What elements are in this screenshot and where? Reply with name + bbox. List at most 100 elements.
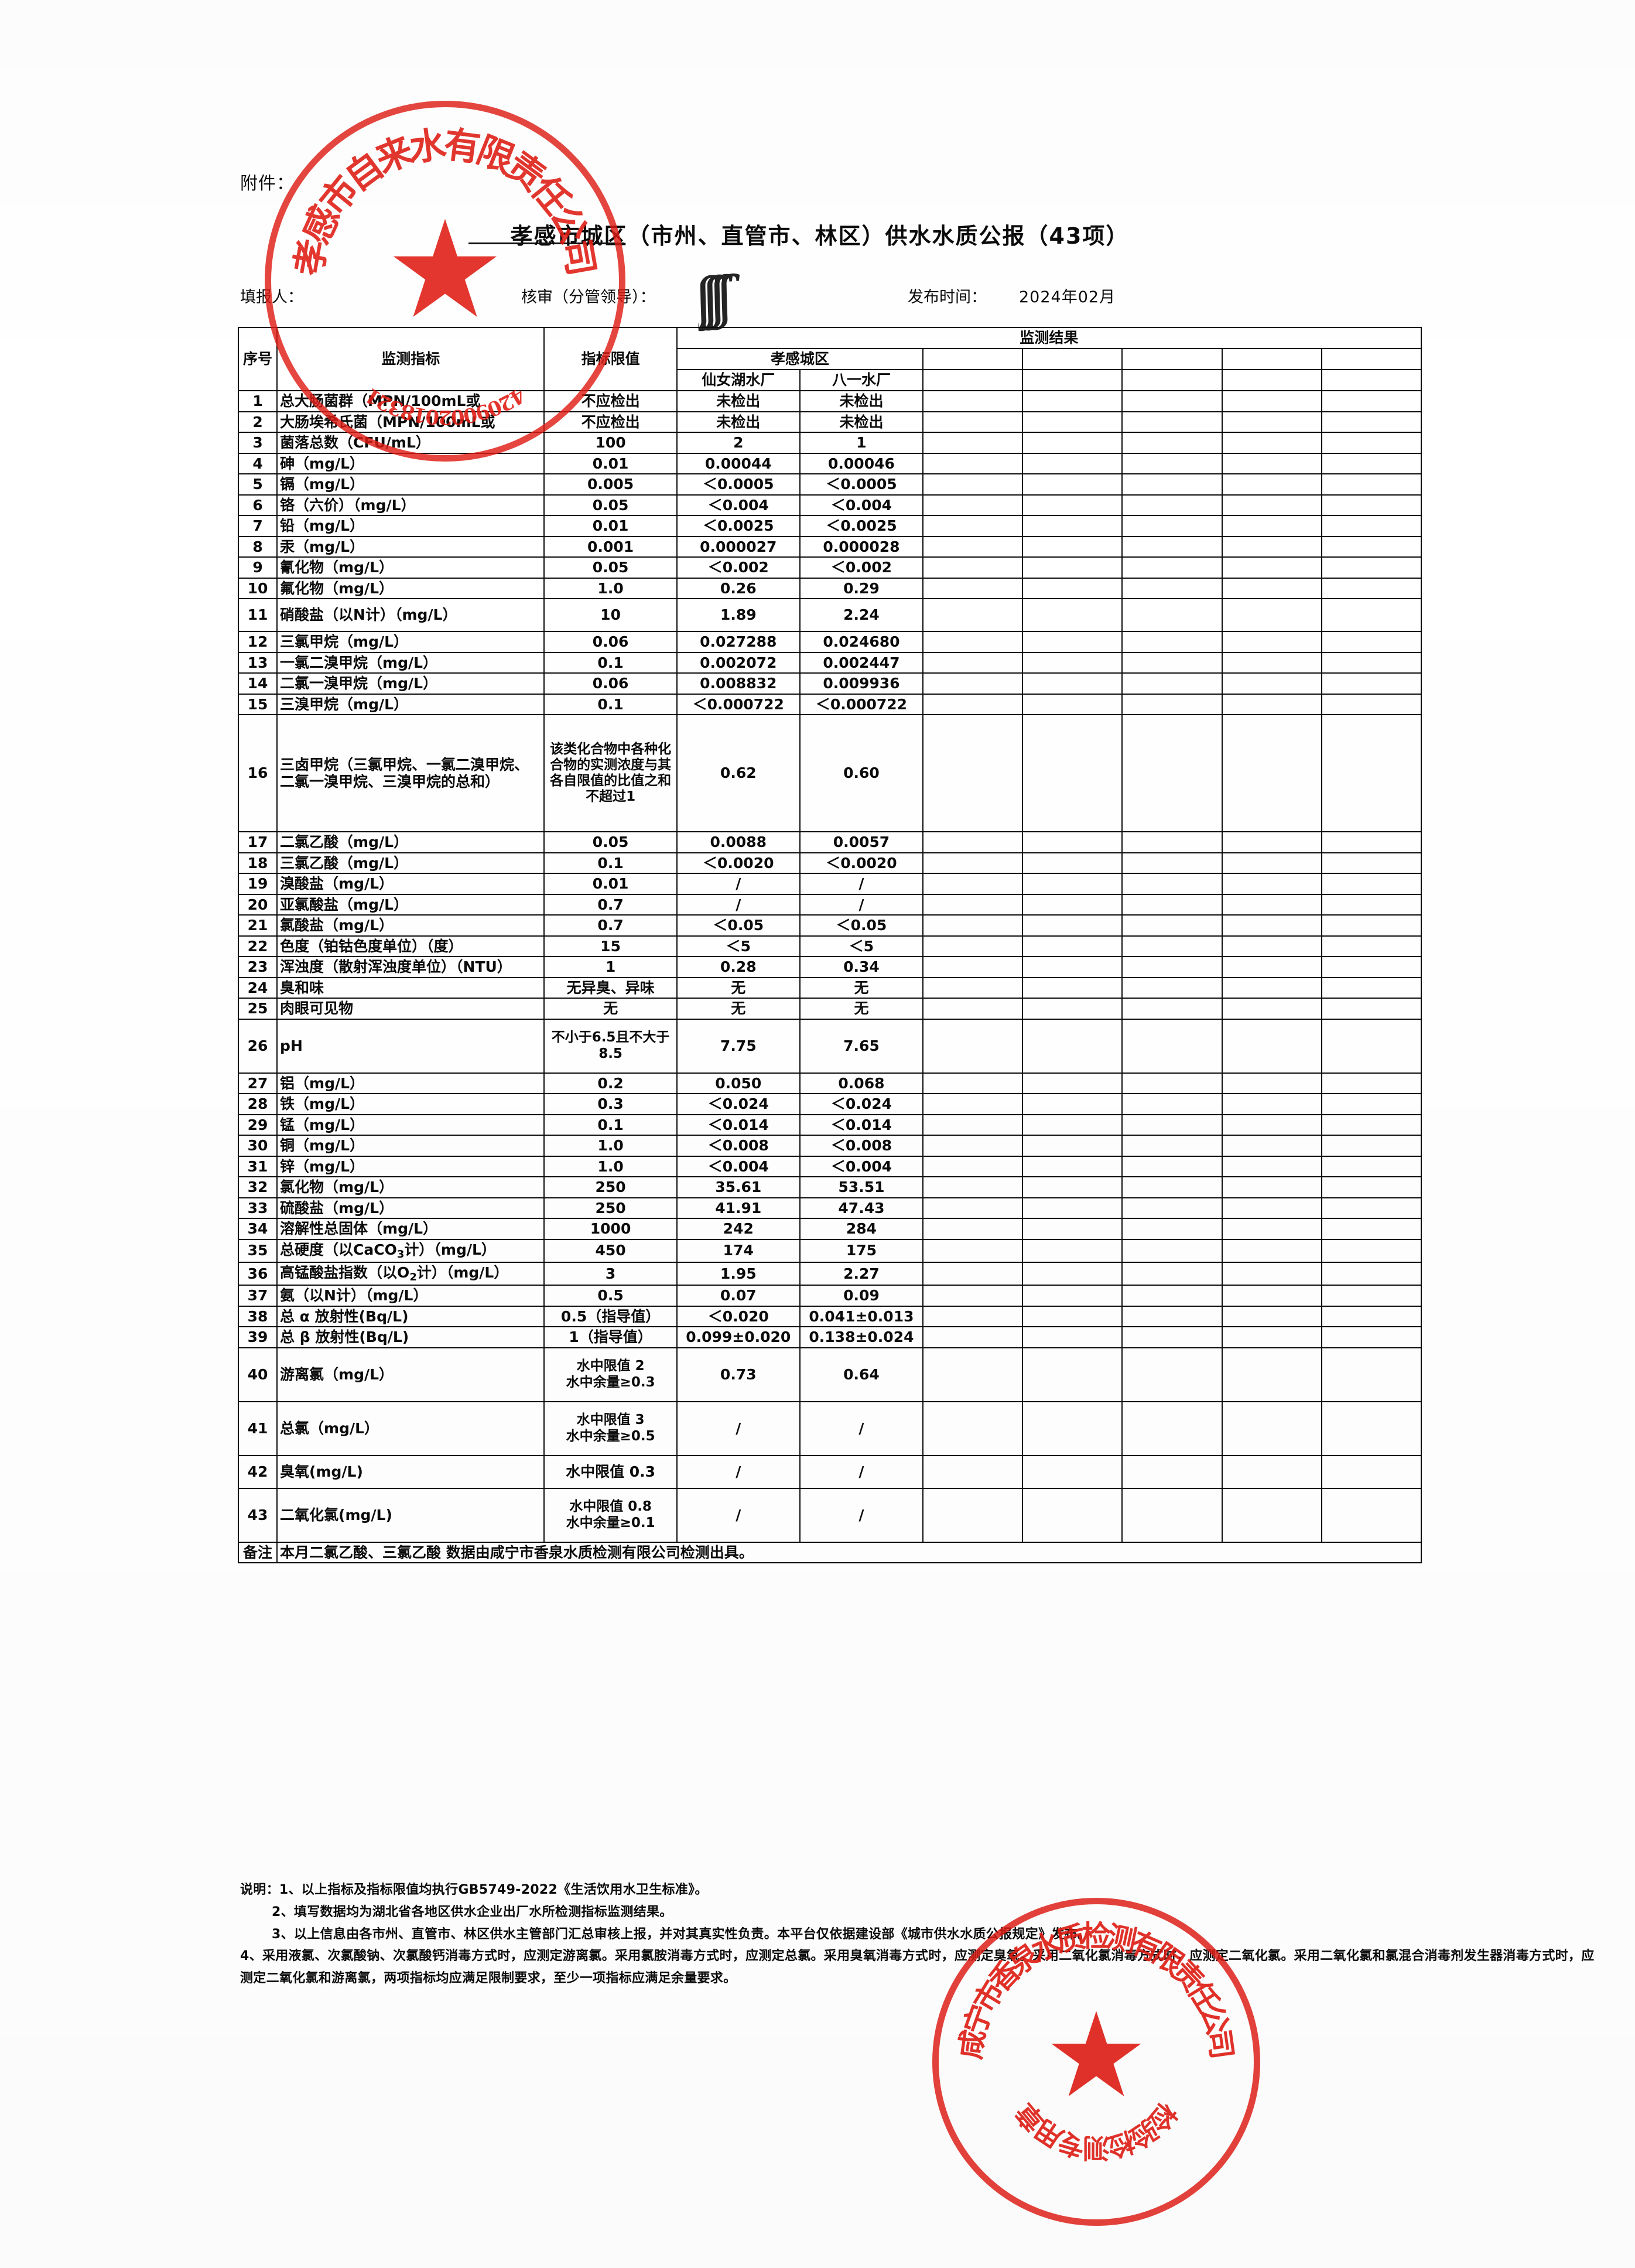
row-number: 36	[237, 1261, 278, 1286]
row-number: 43	[237, 1487, 278, 1543]
page-title: 孝感市城区（市州、直管市、林区）供水水质公报（43项）	[510, 223, 1130, 249]
row-blank-cell	[1022, 672, 1123, 695]
row-blank-cell	[1022, 432, 1123, 454]
table-row: 6 铬（六价）（mg/L） 0.05 ＜0.004 ＜0.004	[237, 494, 1422, 516]
row-blank-cell	[1321, 411, 1422, 433]
row-blank-cell	[1321, 452, 1422, 474]
row-value-plant-1: 0.73	[676, 1347, 801, 1402]
row-limit: 0.7	[543, 914, 678, 937]
row-blank-cell	[1022, 631, 1123, 653]
title-underline	[468, 242, 624, 244]
row-value-plant-2: 0.068	[799, 1072, 924, 1094]
row-value-plant-1: 未检出	[676, 411, 801, 433]
row-value-plant-2: ＜0.004	[799, 1155, 924, 1177]
row-value-plant-1: ＜0.014	[676, 1113, 801, 1136]
row-blank-cell	[1221, 1093, 1322, 1115]
row-blank-cell	[1321, 1454, 1422, 1489]
row-blank-cell	[1221, 935, 1322, 957]
row-indicator: 游离氯（mg/L）	[276, 1347, 545, 1402]
table-row: 1 总大肠菌群（MPN/100mL或 不应检出 未检出 未检出	[237, 390, 1422, 412]
row-value-plant-1: /	[676, 893, 801, 916]
row-blank-cell	[1121, 1093, 1223, 1115]
row-blank-cell	[1221, 1285, 1322, 1307]
row-value-plant-1: 未检出	[676, 390, 801, 412]
row-blank-cell	[1221, 1238, 1322, 1263]
row-value-plant-2: 175	[799, 1238, 924, 1263]
row-indicator: 溶解性总固体（mg/L）	[276, 1218, 545, 1240]
reporter-label: 填报人：	[240, 288, 303, 306]
table-row: 33 硫酸盐（mg/L） 250 41.91 47.43	[237, 1197, 1422, 1219]
row-indicator: 菌落总数（CFU/mL）	[276, 432, 545, 454]
row-indicator: 汞（mg/L）	[276, 535, 545, 558]
row-limit: 水中限值 3 水中余量≥0.5	[543, 1401, 678, 1456]
row-value-plant-2: 0.024680	[799, 631, 924, 653]
row-blank-cell	[922, 494, 1024, 516]
row-blank-cell	[1022, 976, 1123, 999]
row-blank-cell	[922, 452, 1024, 474]
table-row: 31 锌（mg/L） 1.0 ＜0.004 ＜0.004	[237, 1155, 1422, 1177]
row-blank-cell	[1321, 893, 1422, 916]
row-blank-cell	[1121, 693, 1223, 715]
th-blank-10	[1321, 369, 1422, 391]
row-blank-cell	[1121, 831, 1223, 853]
seal-char: 限	[471, 128, 521, 182]
table-row: 5 镉（mg/L） 0.005 ＜0.0005 ＜0.0005	[237, 473, 1422, 496]
row-number: 17	[237, 831, 278, 853]
row-blank-cell	[1121, 411, 1223, 433]
row-blank-cell	[1221, 1135, 1322, 1157]
row-blank-cell	[922, 1261, 1024, 1286]
row-indicator: 亚氯酸盐（mg/L）	[276, 893, 545, 916]
row-blank-cell	[1022, 1113, 1123, 1136]
row-value-plant-1: 1.95	[676, 1261, 801, 1286]
row-limit: 0.7	[543, 893, 678, 916]
row-blank-cell	[1022, 473, 1123, 496]
row-blank-cell	[922, 556, 1024, 579]
row-value-plant-1: 7.75	[676, 1018, 801, 1074]
row-blank-cell	[1022, 452, 1123, 474]
row-value-plant-2: ＜0.002	[799, 556, 924, 579]
seal-star-icon: ★	[1044, 1987, 1149, 2124]
row-blank-cell	[1022, 1401, 1123, 1456]
row-value-plant-2: /	[799, 1454, 924, 1489]
row-blank-cell	[1121, 714, 1223, 832]
row-blank-cell	[1022, 1135, 1123, 1157]
row-blank-cell	[1022, 1072, 1123, 1094]
seal-char: 检	[1103, 2125, 1138, 2164]
row-blank-cell	[1321, 1135, 1422, 1157]
table-row: 12 三氯甲烷（mg/L） 0.06 0.027288 0.024680	[237, 631, 1422, 653]
row-limit: 不小于6.5且不大于8.5	[543, 1018, 678, 1074]
row-blank-cell	[1221, 714, 1322, 832]
row-blank-cell	[1022, 956, 1123, 978]
row-indicator: 二氯一溴甲烷（mg/L）	[276, 672, 545, 695]
row-value-plant-2: 0.000028	[799, 535, 924, 558]
row-blank-cell	[1121, 852, 1223, 874]
row-blank-cell	[1221, 577, 1322, 599]
row-value-plant-2: ＜0.0025	[799, 515, 924, 537]
row-blank-cell	[1022, 693, 1123, 715]
row-blank-cell	[1321, 577, 1422, 599]
row-blank-cell	[1221, 1072, 1322, 1094]
header-row-region: 孝感城区	[238, 348, 1422, 370]
row-indicator: 锰（mg/L）	[276, 1113, 545, 1136]
row-blank-cell	[922, 1093, 1024, 1115]
row-blank-cell	[1022, 1197, 1123, 1219]
table-row: 43 二氧化氯(mg/L) 水中限值 0.8 水中余量≥0.1//	[237, 1487, 1422, 1543]
row-blank-cell	[922, 515, 1024, 537]
row-blank-cell	[1022, 390, 1123, 412]
water-quality-table: 序号 监测指标 指标限值 监测结果 孝感城区 仙女湖水厂 八一水厂	[237, 327, 1422, 1564]
row-blank-cell	[922, 1401, 1024, 1456]
row-indicator: 二氧化氯(mg/L)	[276, 1487, 545, 1543]
row-value-plant-2: ＜0.008	[799, 1135, 924, 1157]
row-value-plant-1: ＜0.024	[676, 1093, 801, 1115]
row-value-plant-1: 无	[676, 976, 801, 999]
row-limit: 1	[543, 956, 678, 978]
row-value-plant-2: 47.43	[799, 1197, 924, 1219]
row-blank-cell	[1121, 1072, 1223, 1094]
row-blank-cell	[922, 935, 1024, 957]
row-value-plant-1: 0.00044	[676, 452, 801, 474]
row-value-plant-1: ＜5	[676, 935, 801, 957]
row-blank-cell	[1321, 473, 1422, 496]
row-value-plant-2: ＜0.000722	[799, 693, 924, 715]
row-number: 38	[237, 1305, 278, 1328]
row-indicator: 铜（mg/L）	[276, 1135, 545, 1157]
